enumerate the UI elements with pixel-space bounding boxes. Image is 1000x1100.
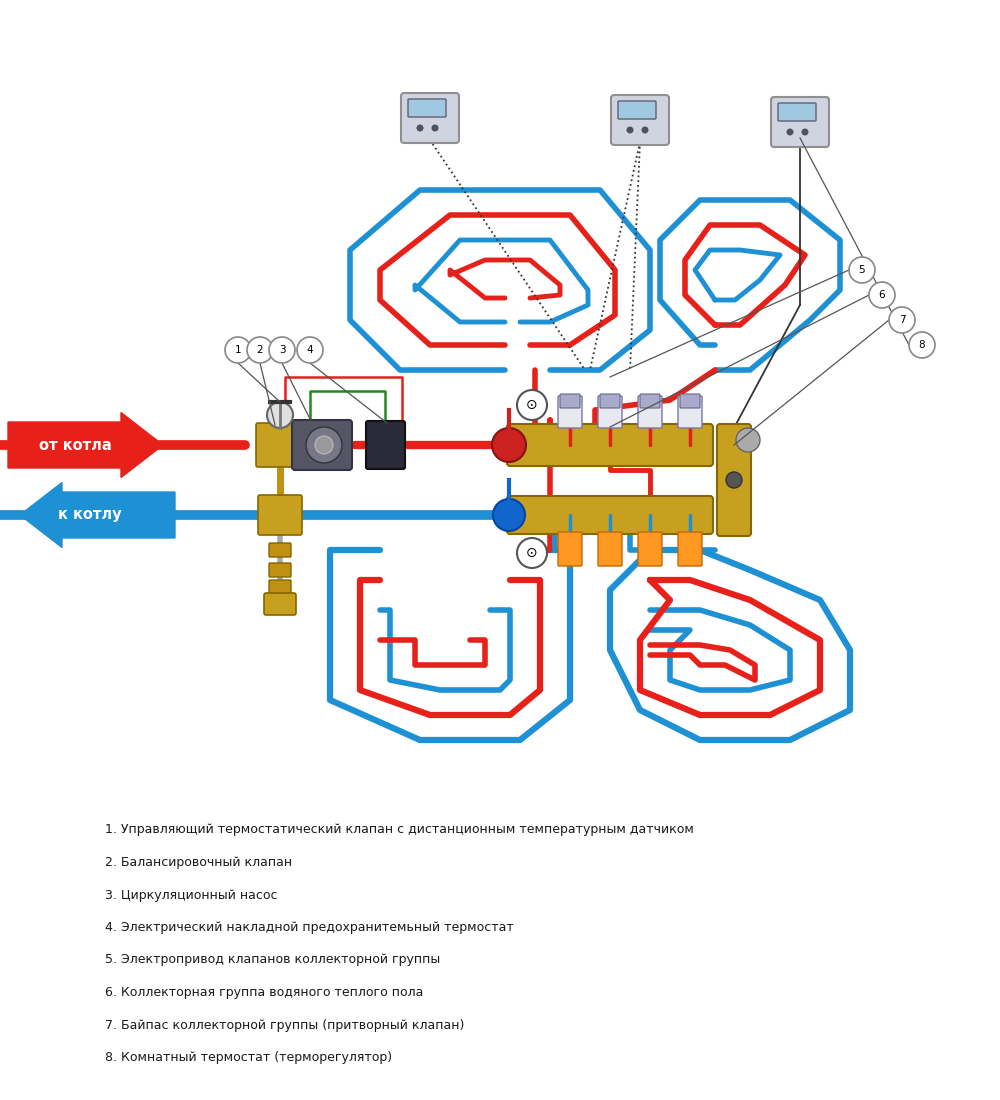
Circle shape xyxy=(297,337,323,363)
FancyBboxPatch shape xyxy=(558,396,582,428)
Text: 3: 3 xyxy=(279,345,285,355)
FancyBboxPatch shape xyxy=(292,420,352,470)
Circle shape xyxy=(517,538,547,568)
FancyBboxPatch shape xyxy=(680,394,700,408)
Circle shape xyxy=(431,124,438,132)
Text: от котла: от котла xyxy=(39,438,111,452)
Text: 6. Коллекторная группа водяного теплого пола: 6. Коллекторная группа водяного теплого … xyxy=(105,986,423,999)
Circle shape xyxy=(726,472,742,488)
Text: 2. Балансировочный клапан: 2. Балансировочный клапан xyxy=(105,856,292,869)
FancyBboxPatch shape xyxy=(558,532,582,566)
FancyArrow shape xyxy=(8,412,163,477)
Text: 6: 6 xyxy=(879,290,885,300)
Circle shape xyxy=(225,337,251,363)
FancyBboxPatch shape xyxy=(264,593,296,615)
Text: 8. Комнатный термостат (терморегулятор): 8. Комнатный термостат (терморегулятор) xyxy=(105,1050,392,1064)
Text: 1. Управляющий термостатический клапан с дистанционным температурным датчиком: 1. Управляющий термостатический клапан с… xyxy=(105,824,694,836)
FancyBboxPatch shape xyxy=(401,94,459,143)
Circle shape xyxy=(247,337,273,363)
Text: 1: 1 xyxy=(235,345,241,355)
Text: ⊙: ⊙ xyxy=(526,398,538,412)
FancyBboxPatch shape xyxy=(778,103,816,121)
FancyBboxPatch shape xyxy=(507,424,713,466)
FancyArrow shape xyxy=(20,483,175,548)
Circle shape xyxy=(269,337,295,363)
FancyBboxPatch shape xyxy=(598,532,622,566)
FancyBboxPatch shape xyxy=(256,424,304,468)
Text: 5. Электропривод клапанов коллекторной группы: 5. Электропривод клапанов коллекторной г… xyxy=(105,954,440,967)
Circle shape xyxy=(416,124,424,132)
FancyBboxPatch shape xyxy=(618,101,656,119)
Circle shape xyxy=(493,499,525,531)
Text: 2: 2 xyxy=(257,345,263,355)
FancyBboxPatch shape xyxy=(269,543,291,557)
Text: 5: 5 xyxy=(859,265,865,275)
FancyBboxPatch shape xyxy=(408,99,446,117)
FancyBboxPatch shape xyxy=(638,532,662,566)
FancyBboxPatch shape xyxy=(560,394,580,408)
FancyBboxPatch shape xyxy=(600,394,620,408)
Text: 4: 4 xyxy=(307,345,313,355)
Circle shape xyxy=(517,390,547,420)
FancyBboxPatch shape xyxy=(269,563,291,578)
Circle shape xyxy=(869,282,895,308)
FancyBboxPatch shape xyxy=(611,95,669,145)
Circle shape xyxy=(736,428,760,452)
Circle shape xyxy=(267,402,293,428)
FancyBboxPatch shape xyxy=(717,424,751,536)
Text: к котлу: к котлу xyxy=(58,507,122,522)
FancyBboxPatch shape xyxy=(678,396,702,428)
FancyBboxPatch shape xyxy=(640,394,660,408)
FancyBboxPatch shape xyxy=(269,580,291,594)
Text: 4. Электрический накладной предохранитемьный термостат: 4. Электрический накладной предохранитем… xyxy=(105,921,514,934)
FancyBboxPatch shape xyxy=(366,421,405,469)
FancyBboxPatch shape xyxy=(598,396,622,428)
Circle shape xyxy=(802,129,809,135)
Circle shape xyxy=(626,126,634,133)
Text: 3. Циркуляционный насос: 3. Циркуляционный насос xyxy=(105,889,278,902)
Text: 7: 7 xyxy=(899,315,905,324)
Circle shape xyxy=(492,428,526,462)
Circle shape xyxy=(889,307,915,333)
FancyBboxPatch shape xyxy=(258,495,302,535)
Circle shape xyxy=(315,436,333,454)
Circle shape xyxy=(849,257,875,283)
FancyBboxPatch shape xyxy=(507,496,713,534)
Text: ⊙: ⊙ xyxy=(526,546,538,560)
Circle shape xyxy=(786,129,794,135)
Circle shape xyxy=(642,126,648,133)
Circle shape xyxy=(909,332,935,358)
FancyBboxPatch shape xyxy=(678,532,702,566)
Text: 8: 8 xyxy=(919,340,925,350)
FancyBboxPatch shape xyxy=(638,396,662,428)
FancyBboxPatch shape xyxy=(771,97,829,147)
Circle shape xyxy=(306,427,342,463)
Text: 7. Байпас коллекторной группы (притворный клапан): 7. Байпас коллекторной группы (притворны… xyxy=(105,1019,464,1032)
